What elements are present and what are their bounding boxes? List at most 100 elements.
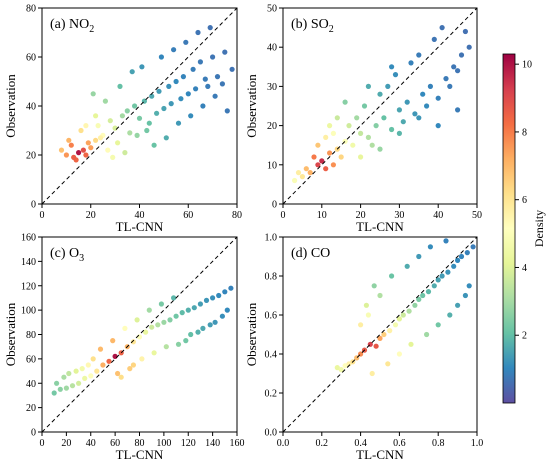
x-tick-label: 60 [110, 438, 120, 449]
x-tick-label: 100 [156, 438, 171, 449]
data-point [149, 93, 155, 99]
data-point [102, 98, 108, 104]
x-tick-label: 1.0 [471, 438, 484, 449]
data-point [462, 28, 468, 35]
data-point [427, 244, 433, 250]
x-tick-label: 20 [61, 438, 71, 449]
data-point [151, 142, 157, 148]
colorbar-gradient [502, 53, 516, 404]
y-tick-label: 100 [21, 306, 36, 317]
data-point [389, 64, 395, 70]
data-point [197, 301, 203, 307]
data-point [389, 126, 395, 133]
data-point [191, 305, 197, 311]
x-tick-label: 30 [394, 210, 404, 221]
y-tick-label: 0.8 [265, 272, 278, 283]
x-tick-label: 0 [40, 210, 45, 221]
data-point [455, 68, 461, 74]
x-tick-label: 60 [183, 210, 193, 221]
y-tick-label: 0 [31, 428, 36, 439]
x-tick-label: 0.2 [316, 438, 329, 449]
y-axis-label: Observation [244, 74, 259, 138]
data-point [105, 147, 111, 153]
data-point [420, 292, 426, 299]
data-point [458, 253, 465, 260]
data-point [51, 390, 57, 396]
data-point [330, 162, 336, 168]
data-point [180, 74, 186, 80]
panel-label: (c) O3 [50, 246, 84, 264]
data-point [464, 250, 470, 256]
x-tick-label: 80 [232, 210, 242, 221]
colorbar-tick-label: 10 [522, 60, 532, 71]
data-point [416, 115, 422, 121]
data-point [416, 52, 422, 58]
panel-co: 0.0 0.2 0.4 0.6 0.8 1.0 0.0 0.2 0.4 0.6 0.8 1.0 (d)… [244, 233, 483, 460]
data-point [110, 154, 116, 160]
data-point [466, 44, 472, 50]
data-point [222, 49, 228, 55]
data-point [158, 301, 164, 307]
y-tick-label: 0.2 [265, 389, 278, 400]
data-point [188, 113, 194, 119]
data-point [71, 154, 77, 160]
data-point [455, 257, 461, 263]
y-axis-label: Observation [244, 302, 259, 366]
data-point [334, 365, 340, 371]
one-to-one-line [282, 7, 478, 205]
data-point [435, 277, 441, 283]
data-point [427, 83, 433, 89]
data-point [207, 322, 213, 328]
data-point [118, 374, 124, 380]
data-point [146, 307, 152, 313]
data-point [173, 78, 179, 85]
colorbar-tick-label: 2 [522, 331, 527, 342]
data-point [443, 76, 449, 82]
colorbar-label: Density [532, 210, 546, 247]
data-point [224, 307, 230, 313]
data-point [161, 319, 167, 325]
data-point [83, 123, 89, 129]
data-point [122, 325, 128, 331]
data-point [396, 351, 402, 357]
data-point [195, 329, 201, 335]
y-tick-label: 0.0 [265, 428, 278, 439]
data-point [431, 36, 437, 43]
data-point [197, 59, 203, 65]
data-point [127, 366, 133, 372]
data-point [110, 338, 116, 344]
y-tick-label: 0 [272, 200, 277, 211]
data-point [466, 283, 472, 289]
data-point [76, 380, 82, 386]
data-point [342, 99, 348, 105]
data-point [78, 127, 84, 134]
y-tick-label: 140 [21, 257, 36, 268]
data-point [295, 170, 302, 176]
data-point [361, 103, 368, 109]
data-point [139, 64, 145, 70]
data-point [88, 373, 94, 379]
data-point [212, 93, 218, 99]
panel-so2: 0 10 20 30 40 50 0 10 20 30 40 50 (b) SO2 TL-CNN Ob… [244, 4, 482, 235]
x-tick-label: 20 [86, 210, 96, 221]
data-point [127, 130, 133, 136]
data-point [175, 341, 182, 347]
data-point [327, 150, 333, 156]
y-tick-label: 30 [267, 82, 277, 93]
data-point [315, 162, 321, 168]
data-point [389, 273, 395, 279]
data-point [470, 244, 476, 250]
x-tick-label: 20 [356, 210, 366, 221]
data-point [61, 374, 67, 380]
data-point [146, 120, 152, 126]
data-point [447, 83, 453, 89]
data-point [139, 356, 145, 362]
x-tick-label: 0 [40, 438, 45, 449]
y-tick-label: 60 [26, 53, 36, 64]
data-point [400, 312, 406, 318]
data-point [76, 150, 82, 156]
data-point [85, 362, 91, 368]
data-point [167, 317, 173, 323]
y-axis-label: Observation [3, 302, 18, 366]
data-point [66, 137, 72, 143]
